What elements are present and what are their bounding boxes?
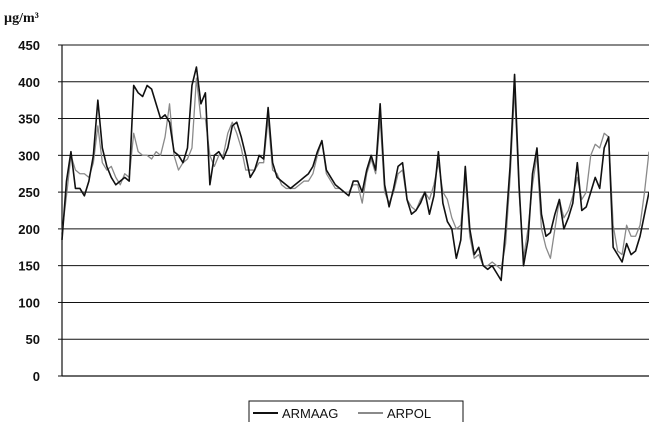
y-tick-label-0: 0 [33, 369, 40, 384]
y-tick-label-250: 250 [18, 185, 40, 200]
series-line-armaag [61, 66, 649, 282]
y-axis-tick-labels: 0 50 100 150 200 250 300 350 400 450 [18, 38, 40, 384]
y-tick-label-300: 300 [18, 148, 40, 163]
y-tick-label-150: 150 [18, 259, 40, 274]
y-tick-label-200: 200 [18, 222, 40, 237]
y-tick-label-50: 50 [26, 332, 40, 347]
y-axis-unit-label: µg/m³ [4, 11, 39, 26]
y-tick-label-400: 400 [18, 75, 40, 90]
gridlines [58, 44, 649, 377]
y-tick-label-350: 350 [18, 112, 40, 127]
y-tick-label-100: 100 [18, 295, 40, 310]
legend-box [248, 400, 464, 422]
series-line-arpol [61, 77, 649, 270]
data-series [61, 66, 649, 282]
legend: ARMAAG ARPOL [248, 400, 464, 422]
legend-label-arpol: ARPOL [387, 406, 431, 421]
y-tick-label-450: 450 [18, 38, 40, 53]
legend-label-armaag: ARMAAG [282, 406, 338, 421]
